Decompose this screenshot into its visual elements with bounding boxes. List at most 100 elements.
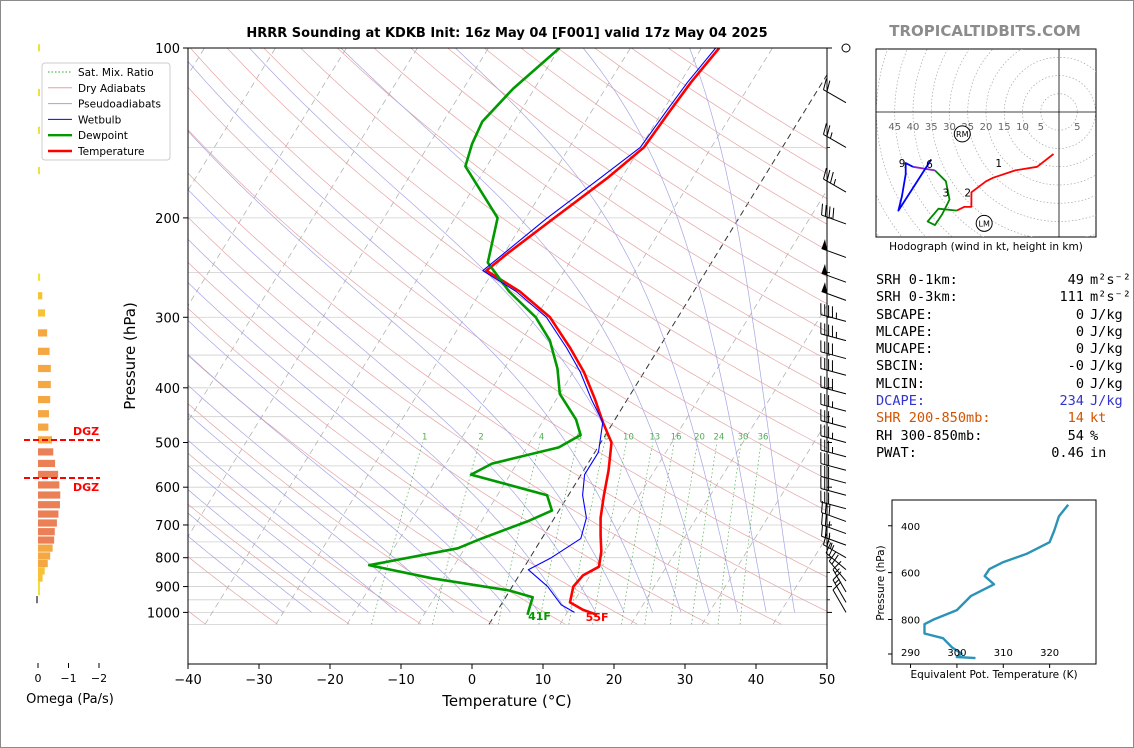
omega-x-tick-label: −1 — [60, 672, 76, 685]
hodograph-trace — [926, 169, 957, 227]
omega-x-tick-label: −2 — [91, 672, 107, 685]
wind-barb — [820, 477, 847, 496]
index-unit: % — [1090, 427, 1099, 444]
barb-full — [824, 502, 827, 514]
index-unit: J/kg — [1090, 306, 1123, 323]
mixing-ratio-line — [669, 442, 698, 625]
index-value: 0 — [1075, 323, 1084, 340]
barb-full — [829, 171, 834, 184]
index-row: PWAT: 0.46 in — [876, 445, 1131, 462]
hodograph-ring-label: 20 — [980, 122, 993, 133]
hodograph-ring-label: 30 — [943, 122, 956, 133]
hodograph-height-label: 3 — [943, 187, 950, 199]
legend-label: Wetbulb — [78, 114, 122, 126]
omega-bar — [38, 88, 40, 97]
barb-full — [824, 205, 827, 217]
x-tick-label: 40 — [748, 673, 765, 688]
temperature-line — [485, 48, 721, 617]
dry-adiabat-line — [188, 354, 566, 625]
wind-barb — [825, 542, 847, 571]
omega-bar — [38, 510, 59, 518]
pseudoadiabat-line — [188, 413, 426, 613]
x-tick-label: −20 — [316, 673, 343, 688]
hodograph-height-label: 2 — [964, 187, 971, 199]
index-value: 0.46 — [1051, 444, 1084, 461]
thetae-x-tick-label: 290 — [901, 648, 920, 659]
dry-adiabat-line — [188, 403, 494, 625]
y-tick-label: 600 — [155, 481, 180, 496]
barb-staff — [821, 291, 847, 301]
pseudoadiabat-line — [689, 48, 795, 613]
isotherm-line — [188, 48, 489, 538]
barb-full — [828, 551, 837, 562]
x-tick-label: 10 — [535, 673, 552, 688]
mixing-ratio-label: 16 — [671, 432, 682, 442]
mixing-ratio-label: 24 — [713, 432, 724, 442]
index-value: 0 — [1075, 341, 1084, 358]
omega-bar — [38, 536, 55, 544]
barb-half — [833, 178, 837, 186]
index-value: 234 — [1059, 393, 1084, 410]
index-row: MUCAPE: 0 J/kg — [876, 341, 1131, 358]
mixing-ratio-line — [691, 442, 718, 625]
isotherm-line — [559, 189, 827, 625]
omega-bar — [38, 491, 61, 499]
barb-half — [834, 578, 840, 584]
barb-staff — [832, 579, 847, 603]
omega-axis-label: Omega (Pa/s) — [26, 692, 114, 707]
omega-bar — [38, 544, 53, 552]
hodograph-trace — [912, 165, 936, 172]
omega-bar — [38, 581, 40, 589]
barb-staff — [821, 272, 847, 283]
barb-full — [832, 581, 842, 591]
barb-staff — [820, 314, 847, 322]
x-tick-label: −30 — [245, 673, 272, 688]
omega-bar — [38, 410, 49, 418]
omega-x-tick-label: 0 — [35, 672, 42, 685]
dry-adiabat-line — [410, 48, 827, 332]
barb-full — [822, 533, 827, 545]
index-row: DCAPE: 234 J/kg — [876, 393, 1131, 410]
mixing-ratio-label: 2 — [478, 432, 483, 442]
dry-adiabat-line — [188, 307, 638, 625]
chart-title: HRRR Sounding at KDKB Init: 16z May 04 [… — [246, 26, 768, 41]
mixing-ratio-line — [568, 442, 605, 625]
barb-full — [824, 514, 827, 527]
index-unit: J/kg — [1090, 341, 1123, 358]
barb-staff — [820, 501, 847, 510]
y-tick-label: 100 — [155, 42, 180, 57]
barb-full — [832, 207, 835, 220]
barb-full — [822, 78, 827, 90]
wind-barb — [828, 551, 847, 582]
thetae-y-tick-label: 400 — [901, 522, 920, 533]
y-tick-label: 500 — [155, 436, 180, 451]
hodograph-frame — [875, 48, 1097, 238]
thetae-x-tick-label: 320 — [1040, 648, 1059, 659]
omega-bar — [38, 588, 40, 596]
barb-full — [832, 571, 842, 581]
skewt-plot-border — [187, 47, 828, 665]
barb-staff — [820, 420, 847, 428]
isotherm-line — [188, 48, 418, 422]
barb-full — [821, 501, 824, 513]
barb-full — [828, 503, 831, 516]
wind-barb — [820, 490, 847, 510]
thetae-line — [923, 503, 1070, 660]
barb-staff — [820, 475, 847, 484]
omega-bar — [38, 552, 51, 560]
index-label: MLCIN: — [876, 375, 926, 392]
index-label: SRH 0-3km: — [876, 289, 958, 306]
wind-barb — [832, 560, 847, 593]
wind-barb — [820, 393, 847, 412]
barb-half — [829, 542, 833, 549]
thetae-y-axis-label: Pressure (hPa) — [875, 545, 887, 620]
index-row: RH 300-850mb: 54% — [876, 428, 1131, 445]
barb-full — [821, 524, 824, 537]
barb-half — [829, 132, 833, 139]
index-unit: m²s⁻² — [1090, 289, 1131, 306]
omega-bar — [38, 559, 48, 568]
mixing-ratio-label: 13 — [649, 432, 660, 442]
wind-barb — [821, 203, 847, 225]
hodograph-ring-label: 45 — [888, 122, 901, 133]
omega-bar — [38, 481, 60, 489]
